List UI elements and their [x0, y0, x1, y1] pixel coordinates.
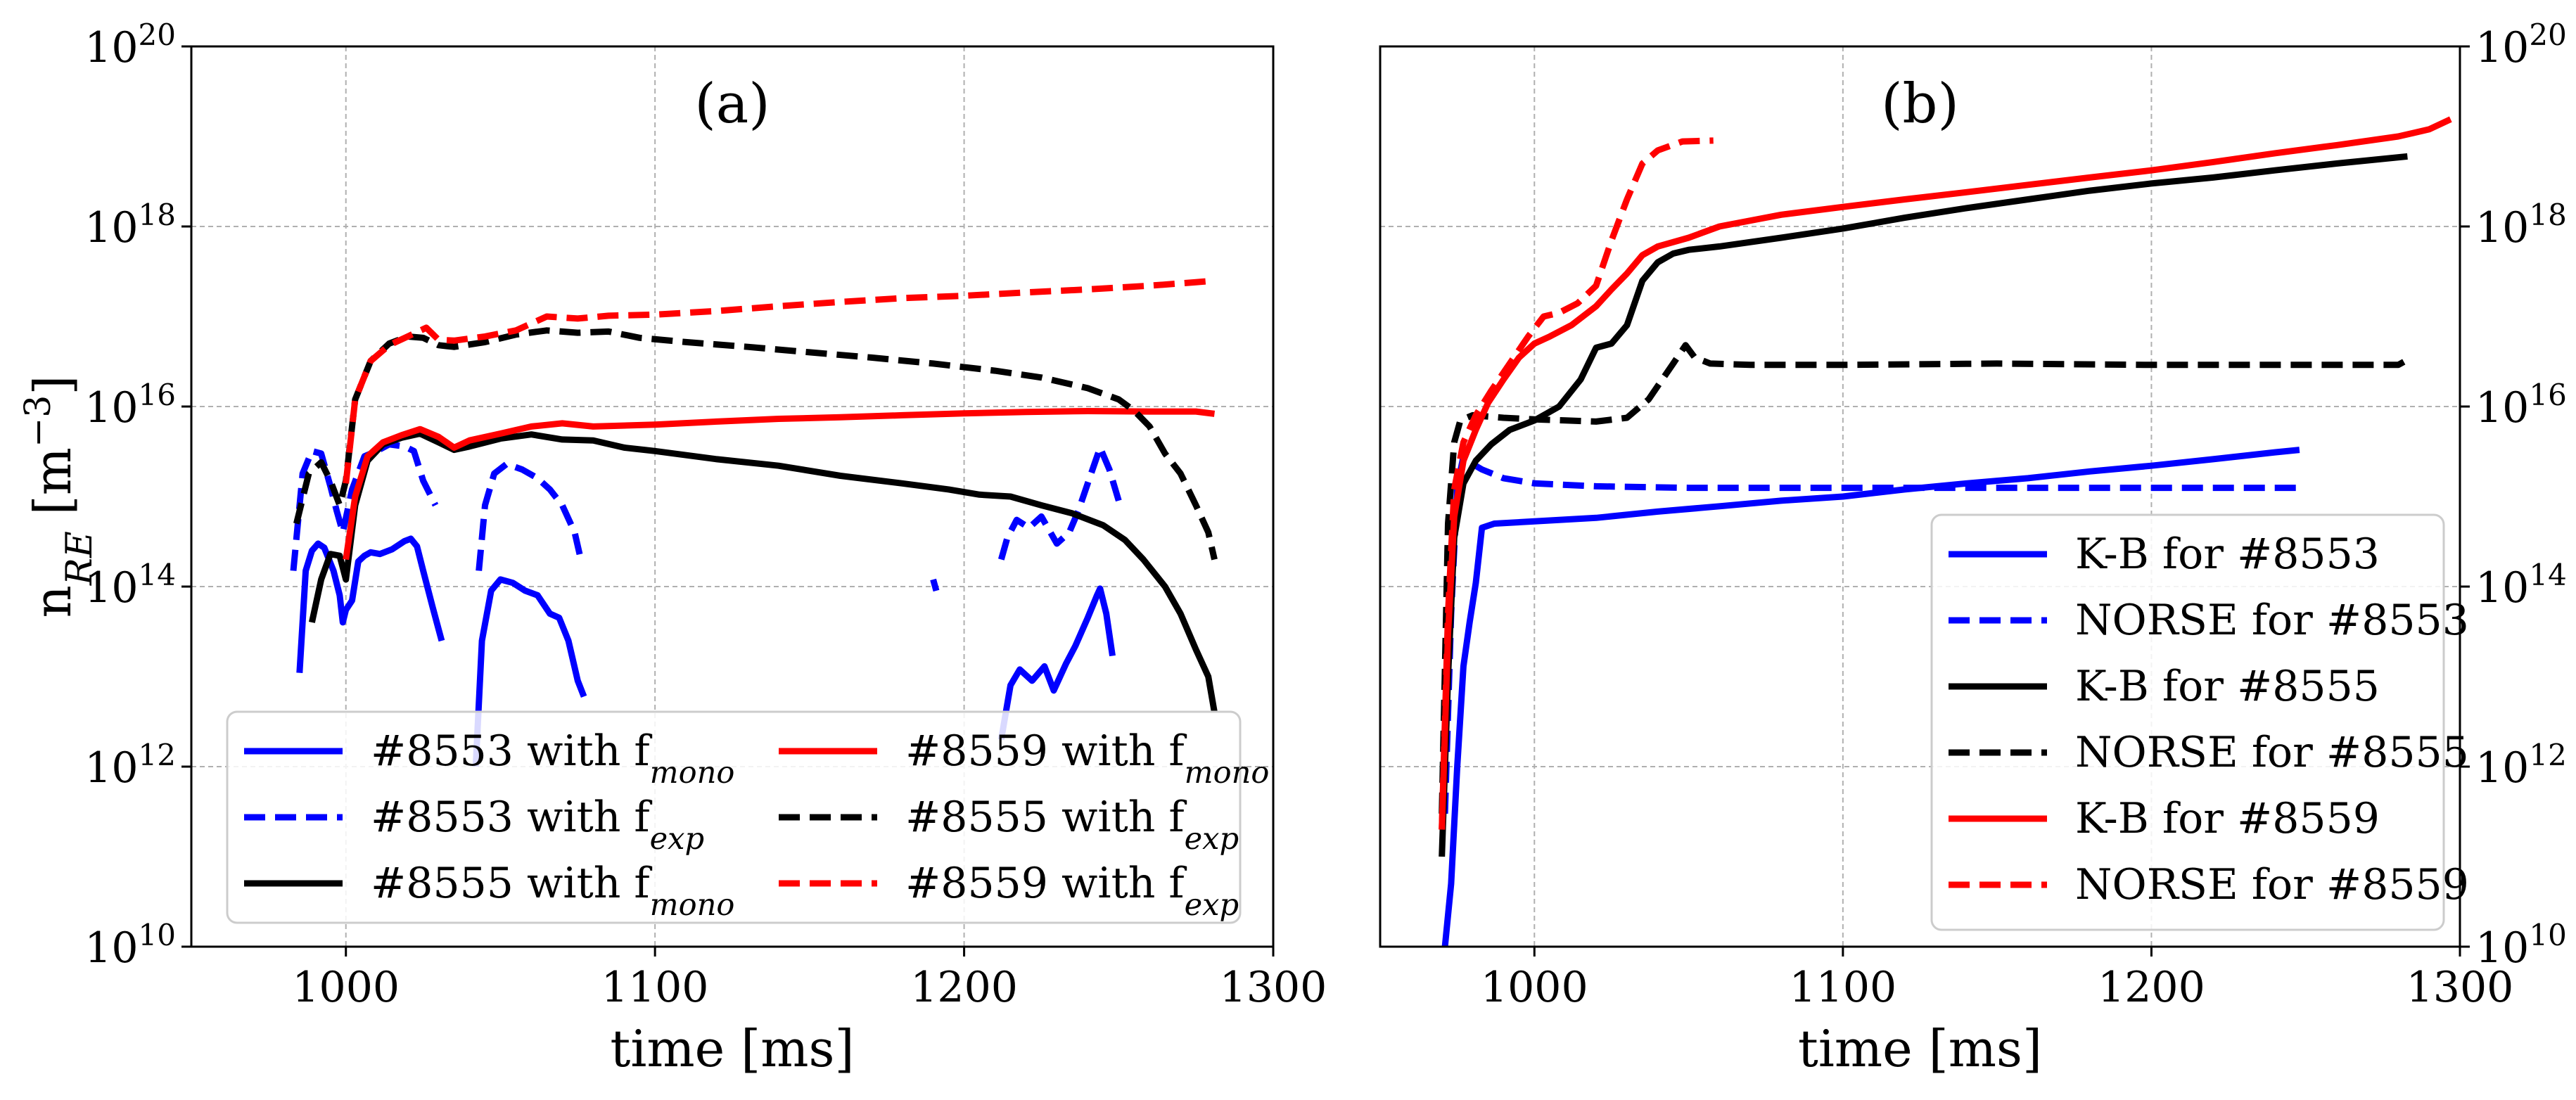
legend-entry-label: NORSE for #8555	[2075, 728, 2469, 777]
series-8553-with-f-exp-dashed-line	[930, 578, 940, 592]
y-tick-label: 1014	[84, 558, 176, 613]
series-k-b-for-8559-line	[1439, 116, 2452, 830]
legend-entry-label: #8553 with fmono	[371, 727, 734, 791]
legend-entry-label: #8553 with fexp	[371, 793, 704, 857]
x-tick-label: 1200	[910, 963, 1018, 1012]
chart-panel-a: 1000 1100 1200 1300 1010 1012 1014 1016 1018 1020…	[17, 18, 1327, 1079]
series-8553-with-f-mono-line	[997, 585, 1116, 741]
y-tick-label: 1010	[2475, 918, 2567, 973]
legend-box	[1930, 513, 2445, 931]
legend: #8553 with fmono#8553 with fexp#8555 wit…	[226, 710, 1269, 924]
series-8555-with-f-mono-line	[309, 430, 1218, 713]
series-norse-for-8559-dashed-line	[1439, 137, 1714, 830]
legend-entry-label: #8555 with fexp	[905, 793, 1239, 857]
series-k-b-for-8555-line	[1439, 153, 2408, 857]
x-tick-label: 1100	[601, 963, 709, 1012]
x-axis-label: time [ms]	[610, 1019, 854, 1078]
series-k-b-for-8553-line	[1441, 447, 2300, 947]
y-tick-label: 1018	[2475, 198, 2567, 253]
series-group	[290, 277, 1218, 767]
x-tick-label: 1300	[1220, 963, 1327, 1012]
legend-entry-label: #8559 with fexp	[905, 859, 1239, 923]
series-8559-with-f-exp-dashed-line	[343, 277, 1215, 484]
panel-label: (b)	[1881, 72, 1959, 136]
y-tick-label: 1012	[2475, 738, 2567, 793]
series-norse-for-8553-dashed-line	[1441, 453, 2297, 814]
series-group	[1439, 116, 2452, 947]
y-tick-label: 1018	[84, 198, 176, 253]
legend: K-B for #8553 NORSE for #8553 K-B for #855…	[1930, 513, 2469, 931]
series-8553-with-f-exp-dashed-line	[997, 444, 1122, 561]
plot-frame	[1379, 45, 2461, 948]
x-tick-label: 1000	[1481, 963, 1588, 1012]
series-8555-with-f-exp-dashed-line	[293, 327, 1218, 561]
series-8553-with-f-exp-dashed-line	[476, 461, 585, 571]
series-8553-with-f-mono-line	[296, 535, 445, 673]
series-8553-with-f-mono-line	[472, 576, 587, 767]
series-8559-with-f-mono-line	[343, 408, 1216, 561]
y-axis-label: nRE [m−3]	[17, 376, 101, 618]
legend-entry-label: K-B for #8553	[2075, 530, 2380, 579]
panel-label: (a)	[694, 72, 770, 136]
y-tick-label: 1012	[84, 738, 176, 793]
plot-frame	[190, 45, 1275, 948]
y-tick-label: 1016	[2475, 378, 2567, 433]
legend-entry-label: K-B for #8555	[2075, 662, 2380, 711]
legend-entry-label: #8555 with fmono	[371, 859, 734, 923]
x-tick-label: 1000	[292, 963, 400, 1012]
series-norse-for-8555-dashed-line	[1439, 342, 2409, 814]
y-tick-label: 1020	[84, 18, 176, 73]
legend-entry-label: NORSE for #8559	[2075, 860, 2469, 909]
legend-entry-label: NORSE for #8553	[2075, 596, 2469, 645]
x-tick-label: 1300	[2406, 963, 2514, 1012]
x-axis-label: time [ms]	[1798, 1019, 2042, 1078]
y-tick-label: 1020	[2475, 18, 2567, 73]
x-tick-label: 1100	[1790, 963, 1897, 1012]
legend-entry-label: #8559 with fmono	[905, 727, 1269, 791]
y-tick-label: 1014	[2475, 558, 2567, 613]
x-tick-label: 1200	[2098, 963, 2205, 1012]
legend-box	[226, 710, 1242, 924]
series-8553-with-f-exp-dashed-line	[290, 441, 439, 571]
y-tick-label: 1010	[84, 918, 176, 973]
legend-entry-label: K-B for #8559	[2075, 794, 2380, 843]
y-tick-label: 1016	[84, 378, 176, 433]
